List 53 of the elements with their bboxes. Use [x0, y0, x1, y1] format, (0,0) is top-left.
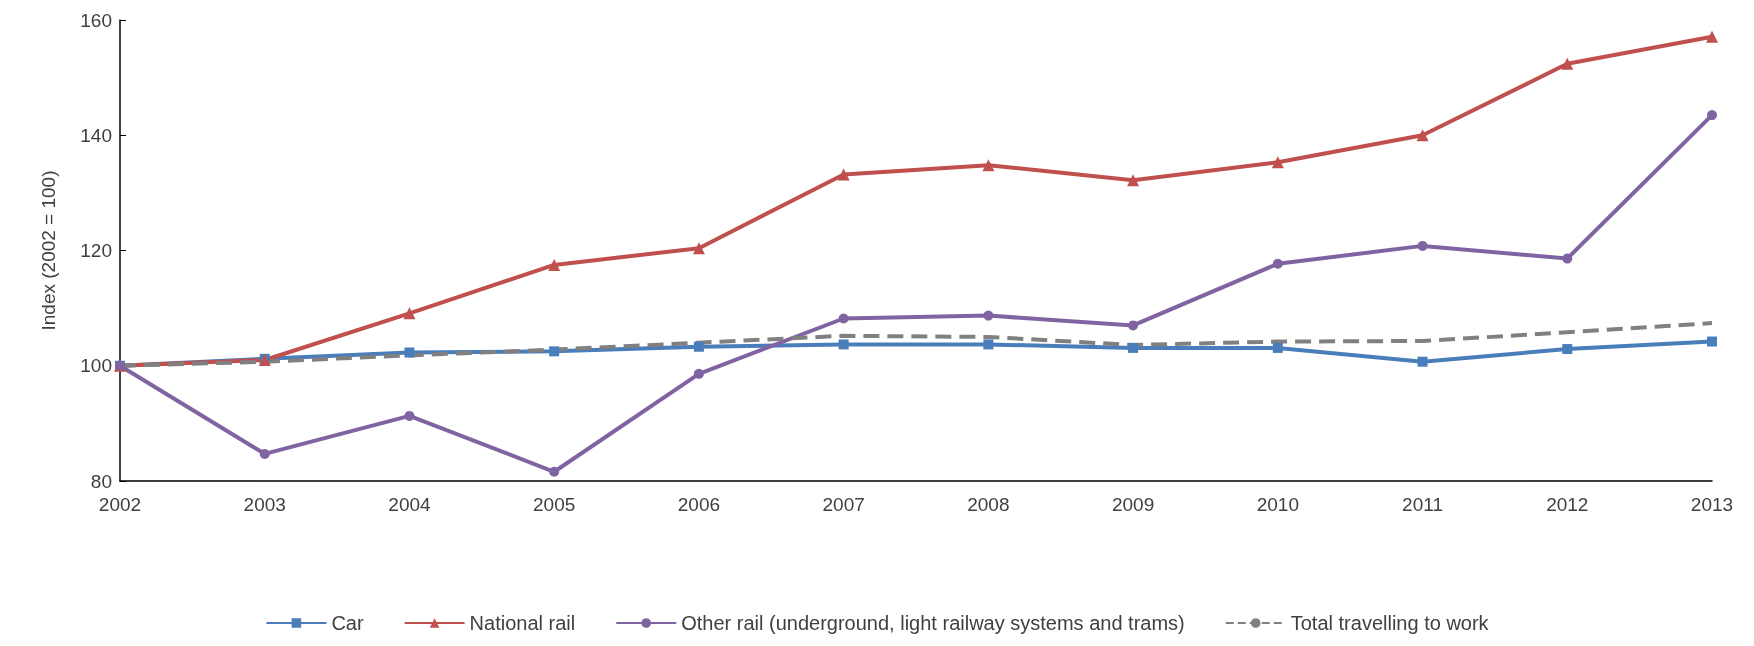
- x-tick-label: 2002: [98, 494, 142, 515]
- x-tick-label: 2011: [1402, 494, 1443, 515]
- point: [1128, 320, 1139, 331]
- point: [548, 258, 561, 271]
- point: [1272, 342, 1283, 353]
- point: [983, 339, 994, 350]
- point: [692, 242, 705, 255]
- legend-label: National rail: [469, 612, 576, 634]
- legend-label: Other rail (underground, light railway systems and trams): [681, 612, 1185, 634]
- y-tick-label: 120: [80, 240, 112, 261]
- point: [837, 168, 850, 181]
- point: [404, 410, 415, 421]
- point: [259, 448, 270, 459]
- point: [1271, 156, 1284, 169]
- point: [1706, 30, 1718, 43]
- x-tick-label: 2008: [967, 494, 1010, 515]
- x-tick-label: 2004: [388, 494, 432, 515]
- x-tick-label: 2012: [1546, 494, 1589, 515]
- point: [838, 339, 849, 350]
- point: [982, 159, 995, 172]
- point: [1707, 336, 1717, 347]
- x-tick-label: 2006: [677, 494, 721, 515]
- x-tick-label: 2010: [1256, 494, 1299, 515]
- legend-label: Total travelling to work: [1290, 612, 1490, 634]
- point: [404, 347, 415, 358]
- x-tick-label: 2009: [1111, 494, 1155, 515]
- point: [549, 466, 560, 477]
- point: [1417, 356, 1428, 367]
- y-tick-label: 140: [80, 124, 112, 146]
- point: [1562, 253, 1573, 264]
- point: [549, 346, 560, 357]
- point: [1416, 129, 1429, 142]
- point: [403, 307, 416, 320]
- y-tick-label: 80: [90, 470, 112, 492]
- point: [838, 313, 849, 324]
- y-axis-title: Index (2002 = 100): [38, 170, 59, 331]
- point: [1128, 342, 1139, 353]
- point: [1417, 240, 1428, 251]
- point: [1562, 344, 1573, 355]
- point: [1272, 258, 1283, 269]
- point: [693, 368, 704, 379]
- point: [1561, 57, 1574, 70]
- point: [693, 341, 704, 352]
- y-tick-label: 100: [80, 355, 112, 377]
- x-tick-label: 2013: [1690, 494, 1734, 515]
- point: [1127, 174, 1140, 187]
- x-tick-label: 2003: [243, 494, 286, 515]
- legend-label: Car: [331, 612, 364, 634]
- x-tick-label: 2007: [822, 494, 865, 515]
- point: [1707, 110, 1717, 121]
- point: [983, 310, 994, 321]
- x-tick-label: 2005: [533, 494, 576, 515]
- y-tick-label: 160: [80, 9, 112, 31]
